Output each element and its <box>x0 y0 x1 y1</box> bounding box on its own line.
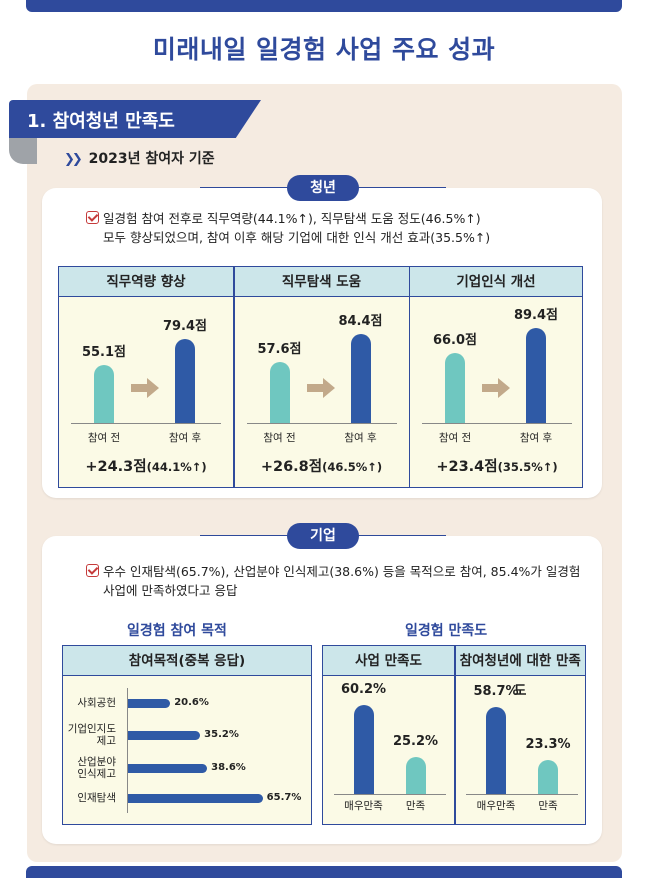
box-divider <box>454 646 456 824</box>
y-tick-label: 기업인지도 제고 <box>67 723 116 747</box>
y-tick-label: 산업분야 인식제고 <box>77 756 116 780</box>
value-label: 25.2% <box>392 733 439 749</box>
chart-bar <box>94 364 114 423</box>
change-label: +26.8점(46.5%↑) <box>235 455 409 476</box>
chart-head-2: 직무탐색 도움 <box>234 267 409 297</box>
chart-head-1: 직무역량 향상 <box>59 267 233 297</box>
chart-bar <box>486 707 506 794</box>
value-label: 65.7% <box>266 792 302 803</box>
value-label: 57.6점 <box>257 341 302 357</box>
youth-line-1: 일경험 참여 전후로 직무역량(44.1%↑), 직무탐색 도움 정도(46.5… <box>103 211 481 226</box>
double-chevron-icon: ❯❯ <box>64 152 83 167</box>
change-percent: (46.5%↑) <box>322 460 383 474</box>
x-tick-label: 참여 후 <box>519 432 553 444</box>
y-tick-label: 사회공헌 <box>77 697 116 709</box>
x-axis <box>71 423 221 424</box>
right-arrow-icon <box>482 378 510 398</box>
chart-bar <box>526 328 546 423</box>
youth-chart-box: 직무역량 향상 직무탐색 도움 기업인식 개선 <box>58 266 583 488</box>
x-axis <box>466 794 578 795</box>
section-ribbon: 1. 참여청년 만족도 <box>9 100 261 138</box>
right-arrow-icon <box>131 378 159 398</box>
sat-chart-head-1: 사업 만족도 <box>323 646 454 676</box>
bottom-decor-bar <box>26 866 622 878</box>
chart-bar <box>269 361 290 423</box>
company-summary: 우수 인재탐색(65.7%), 산업분야 인식제고(38.6%) 등을 목적으로… <box>86 562 580 600</box>
purpose-title: 일경험 참여 목적 <box>127 623 227 639</box>
chart-bar <box>350 333 371 423</box>
youth-summary: 일경험 참여 전후로 직무역량(44.1%↑), 직무탐색 도움 정도(46.5… <box>86 209 490 247</box>
value-label: 20.6% <box>174 697 209 708</box>
check-icon <box>86 564 99 577</box>
value-label: 79.4점 <box>162 318 208 334</box>
chart-bar <box>128 794 263 803</box>
chart-bar <box>353 704 374 794</box>
change-label: +23.4점(35.5%↑) <box>410 455 584 476</box>
y-axis <box>127 688 128 813</box>
x-tick-label: 참여 후 <box>344 432 377 444</box>
company-line-2: 사업에 만족하였다고 응답 <box>103 583 238 598</box>
chart-bar <box>405 756 426 794</box>
value-label: 66.0점 <box>432 333 478 349</box>
chart-bar <box>538 759 558 794</box>
x-tick-label: 매우만족 <box>344 800 383 812</box>
x-tick-label: 참여 전 <box>263 432 296 444</box>
value-label: 84.4점 <box>338 313 383 329</box>
youth-pill: 청년 <box>287 175 359 201</box>
right-arrow-icon <box>306 378 335 398</box>
section-heading: 1. 참여청년 만족도 <box>27 111 175 132</box>
page-title: 미래내일 일경험 사업 주요 성과 <box>152 35 496 64</box>
satisfaction-chart-box: 사업 만족도 참여청년에 대한 만족도 <box>322 645 586 825</box>
x-axis <box>333 794 446 795</box>
chart-bar <box>128 731 201 740</box>
value-label: 55.1점 <box>81 344 127 360</box>
value-label: 89.4점 <box>513 308 559 324</box>
satisfaction-title: 일경험 만족도 <box>405 623 488 639</box>
y-tick-label: 인재탐색 <box>77 792 116 804</box>
change-percent: (44.1%↑) <box>146 460 207 474</box>
x-tick-label: 만족 <box>538 800 558 812</box>
subsection-text: 2023년 참여자 기준 <box>88 151 215 167</box>
sat-chart-head-2: 참여청년에 대한 만족도 <box>455 646 585 699</box>
box-divider <box>408 267 410 487</box>
value-label: 35.2% <box>204 729 239 740</box>
change-value: +24.3점 <box>85 459 147 475</box>
x-axis <box>246 423 397 424</box>
value-label: 60.2% <box>340 681 387 697</box>
box-divider <box>233 267 235 487</box>
x-tick-label: 매우만족 <box>476 800 516 812</box>
purpose-chart-head: 참여목적(중복 응답) <box>63 646 311 676</box>
chart-bar <box>128 764 208 773</box>
subsection-label: ❯❯ 2023년 참여자 기준 <box>64 148 215 168</box>
top-decor-bar <box>26 0 622 12</box>
chart-head-3: 기업인식 개선 <box>410 267 582 297</box>
x-tick-label: 참여 전 <box>87 432 121 444</box>
chart-bar <box>445 353 465 423</box>
change-value: +26.8점 <box>260 459 323 475</box>
change-value: +23.4점 <box>436 459 498 475</box>
change-percent: (35.5%↑) <box>497 460 558 474</box>
x-tick-label: 참여 후 <box>168 432 202 444</box>
check-icon <box>86 211 99 224</box>
x-axis <box>422 423 572 424</box>
chart-bar <box>175 338 195 423</box>
x-tick-label: 만족 <box>405 800 426 812</box>
x-tick-label: 참여 전 <box>438 432 472 444</box>
chart-bar <box>128 699 171 708</box>
value-label: 23.3% <box>525 736 571 752</box>
youth-line-2: 모두 향상되었으며, 참여 이후 해당 기업에 대한 인식 개선 효과(35.5… <box>103 230 491 245</box>
company-pill: 기업 <box>287 523 359 549</box>
value-label: 58.7% <box>473 684 519 700</box>
company-line-1: 우수 인재탐색(65.7%), 산업분야 인식제고(38.6%) 등을 목적으로… <box>103 564 581 579</box>
change-label: +24.3점(44.1%↑) <box>59 455 233 476</box>
value-label: 38.6% <box>211 762 246 773</box>
